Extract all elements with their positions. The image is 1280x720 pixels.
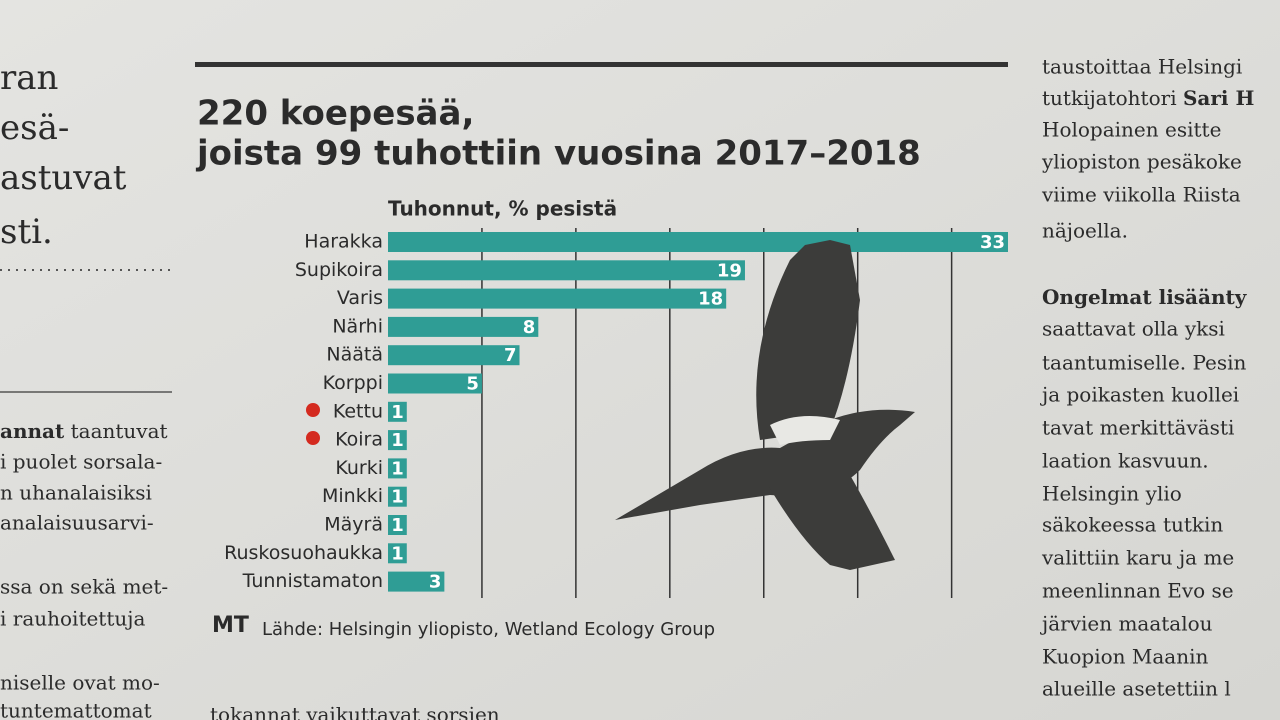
column-line: tavat merkittävästi [1042, 416, 1234, 440]
bar [388, 316, 539, 337]
category-label: Kurki [335, 457, 383, 479]
category-label: Tunnistamaton [242, 570, 383, 592]
value-label: 3 [429, 572, 442, 593]
column-line: näjoella. [1042, 219, 1128, 243]
value-label: 18 [698, 289, 723, 310]
column-line: analaisuusarvi- [0, 511, 154, 535]
text-segment: tutkijatohtori [1042, 86, 1183, 110]
value-label: 1 [391, 430, 404, 451]
column-line: i puolet sorsala- [0, 450, 162, 474]
value-label: 1 [391, 458, 404, 479]
column-line: taantumiselle. Pesin [1042, 351, 1247, 375]
source-brand: MT [212, 613, 249, 638]
column-line: tuntemattomat [0, 699, 152, 720]
column-line: sti. [0, 212, 53, 252]
column-line: ja poikasten kuollei [1040, 383, 1239, 407]
column-line: ssa on sekä met- [0, 575, 168, 599]
column-line: saattavat olla yksi [1042, 317, 1225, 341]
bar [388, 543, 407, 564]
column-line: taustoittaa Helsingi [1042, 55, 1242, 79]
category-label: Ruskosuohaukka [224, 542, 383, 564]
category-label: Varis [337, 287, 383, 309]
text-segment: Sari H [1183, 86, 1254, 110]
category-label: Korppi [323, 372, 383, 394]
category-label: Mäyrä [324, 514, 383, 536]
category-label: Koira [335, 429, 383, 451]
category-label: Kettu [333, 400, 383, 422]
text-segment: annat [0, 419, 65, 443]
value-label: 8 [523, 317, 536, 338]
column-line: n uhanalaisiksi [0, 481, 152, 505]
column-line: ran [0, 58, 58, 98]
category-label: Näätä [326, 344, 383, 366]
value-label: 19 [717, 260, 742, 281]
value-label: 1 [391, 515, 404, 536]
value-label: 1 [391, 402, 404, 423]
value-label: 33 [980, 232, 1005, 253]
column-line: alueille asetettiin l [1042, 677, 1231, 701]
column-line: Helsingin ylio [1042, 482, 1182, 506]
category-label: Närhi [332, 315, 383, 337]
column-line: säkokeessa tutkin [1042, 513, 1223, 537]
magpie [615, 240, 915, 570]
source: Lähde: Helsingin yliopisto, Wetland Ecol… [262, 619, 715, 640]
value-label: 1 [391, 487, 404, 508]
bar [388, 515, 407, 535]
category-label: Minkki [322, 485, 383, 507]
red-dot [306, 431, 320, 445]
bar [388, 345, 520, 366]
category-label: Supikoira [295, 259, 383, 281]
bar [388, 373, 482, 394]
value-label: 1 [391, 543, 404, 564]
value-label: 5 [466, 374, 479, 395]
bar [388, 458, 407, 479]
category-label: Harakka [304, 231, 383, 253]
text-segment: taantuvat [64, 419, 167, 443]
column-line: annat taantuvat [0, 419, 168, 443]
chart-subtitle: joista 99 tuhottiin vuosina 2017–2018 [195, 134, 921, 174]
bar [388, 486, 407, 507]
column-line: järvien maatalou [1040, 612, 1213, 636]
column-line: Holopainen esitte [1042, 118, 1221, 142]
bar [388, 232, 1008, 252]
column-line: astuvat [0, 158, 127, 198]
bar [388, 430, 407, 451]
bottom-line: tokannat vaikuttavat sorsien [210, 703, 500, 720]
text-segment: Ongelmat lisäänty [1042, 285, 1248, 309]
column-line: meenlinnan Evo se [1042, 579, 1234, 603]
column-line: viime viikolla Riista [1041, 183, 1241, 207]
column-line: Ongelmat lisäänty [1042, 285, 1248, 309]
column-line: esä- [0, 108, 69, 148]
bar [388, 571, 445, 592]
bar [388, 260, 745, 281]
column-line: i rauhoitettuja [0, 607, 145, 631]
value-label: 7 [504, 345, 517, 366]
column-line: yliopiston pesäkoke [1041, 150, 1242, 174]
top-rule [195, 62, 1008, 67]
bar [388, 288, 727, 309]
column-line: laation kasvuun. [1042, 449, 1209, 473]
chart-title: 220 koepesää, [197, 94, 474, 134]
column-line: niselle ovat mo- [0, 671, 160, 695]
column-line: Kuopion Maanin [1042, 645, 1209, 669]
axis-label: Tuhonnut, % pesistä [388, 197, 617, 221]
bar [388, 401, 407, 422]
column-line: tutkijatohtori Sari H [1042, 86, 1254, 110]
column-line: valittiin karu ja me [1041, 546, 1234, 570]
red-dot [306, 403, 320, 417]
